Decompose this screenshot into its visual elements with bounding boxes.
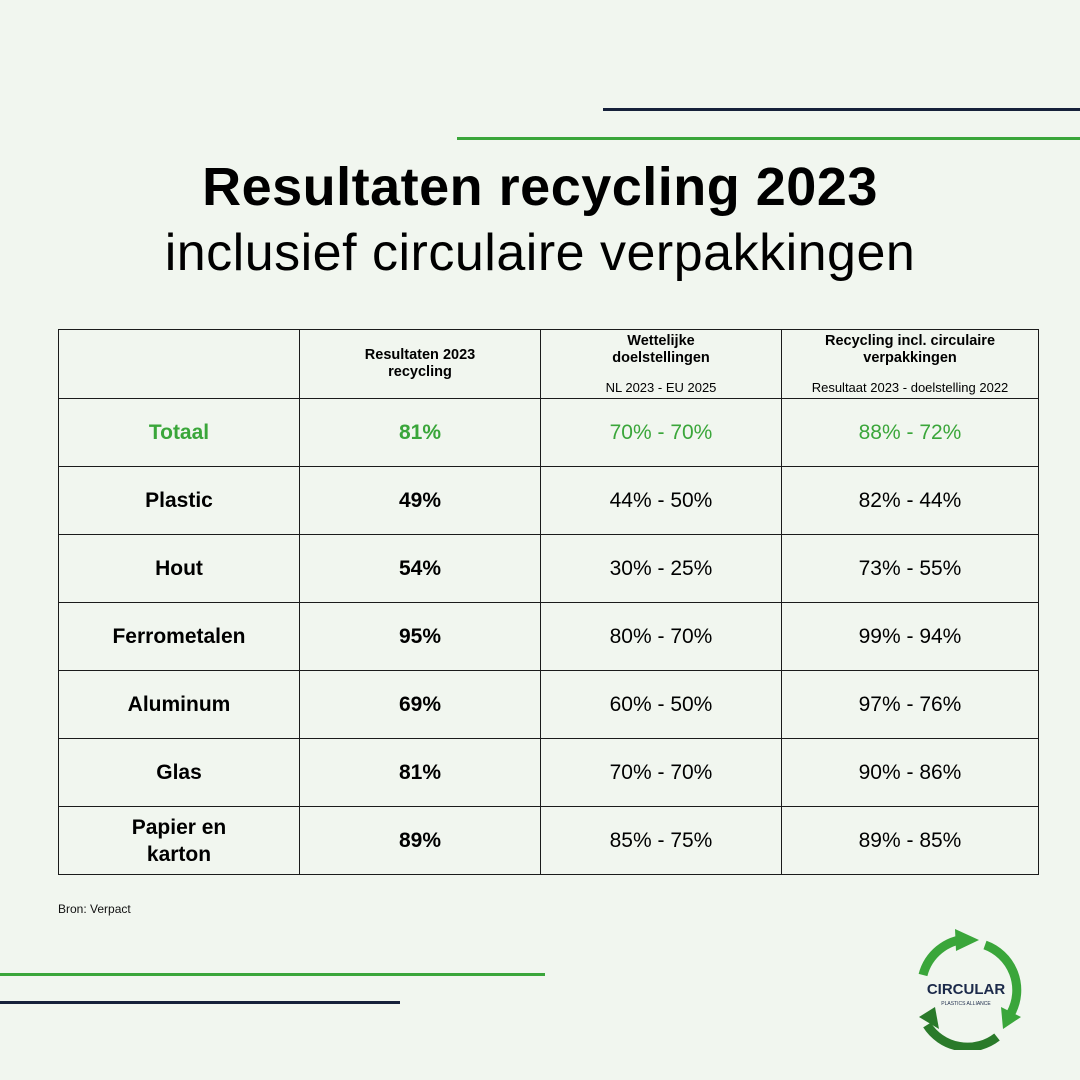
material-cell: Totaal [58,398,300,467]
circular-cell: 97% - 76% [781,670,1039,739]
results-table: Resultaten 2023 recycling Wettelijke doe… [58,329,1039,875]
table-row-glas: Glas 81% 70% - 70% 90% - 86% [58,738,1039,807]
decor-line-bottom-dark [0,1001,400,1004]
table-header-row: Resultaten 2023 recycling Wettelijke doe… [58,329,1039,399]
logo-wordmark: CIRCULAR [927,981,1005,998]
table-row-hout: Hout 54% 30% - 25% 73% - 55% [58,534,1039,603]
header-empty-cell [58,329,300,399]
target-cell: 85% - 75% [540,806,782,875]
circular-cell: 90% - 86% [781,738,1039,807]
decor-line-top-green [457,137,1080,140]
decor-line-top-dark [603,108,1080,111]
header-legal-targets-label: Wettelijke doelstellingen [612,332,710,366]
table-row-totaal: Totaal 81% 70% - 70% 88% - 72% [58,398,1039,467]
header-results-2023-label: Resultaten 2023 recycling [364,347,476,380]
header-circular-recycling-sub: Resultaat 2023 - doelstelling 2022 [811,379,1009,395]
result-cell: 81% [299,398,541,467]
material-cell: Glas [58,738,300,807]
header-results-2023: Resultaten 2023 recycling [299,329,541,399]
page-title: Resultaten recycling 2023 [202,157,878,217]
source-note: Bron: Verpact [58,902,131,916]
decor-line-bottom-green [0,973,545,976]
circular-cell: 88% - 72% [781,398,1039,467]
header-legal-targets-sub: NL 2023 - EU 2025 [605,379,717,395]
page-subtitle: inclusief circulaire verpakkingen [164,224,916,282]
table-row-plastic: Plastic 49% 44% - 50% 82% - 44% [58,466,1039,535]
table-row-aluminum: Aluminum 69% 60% - 50% 97% - 76% [58,670,1039,739]
result-cell: 49% [299,466,541,535]
material-label: Papier en karton [131,815,227,866]
target-cell: 44% - 50% [540,466,782,535]
target-cell: 70% - 70% [540,738,782,807]
header-circular-recycling: Recycling incl. circulaire verpakkingen … [781,329,1039,399]
recycle-arrows-icon: CIRCULAR PLASTICS ALLIANCE [918,929,1022,1052]
target-cell: 30% - 25% [540,534,782,603]
header-legal-targets: Wettelijke doelstellingen NL 2023 - EU 2… [540,329,782,399]
result-cell: 89% [299,806,541,875]
material-cell: Papier en karton [58,806,300,875]
result-cell: 69% [299,670,541,739]
logo-tagline: PLASTICS ALLIANCE [941,1001,991,1007]
table-row-papier-en-karton: Papier en karton 89% 85% - 75% 89% - 85% [58,806,1039,875]
circular-cell: 89% - 85% [781,806,1039,875]
result-cell: 95% [299,602,541,671]
circular-cell: 99% - 94% [781,602,1039,671]
table-row-ferrometalen: Ferrometalen 95% 80% - 70% 99% - 94% [58,602,1039,671]
circular-plastics-alliance-logo: CIRCULAR PLASTICS ALLIANCE [905,925,1030,1052]
result-cell: 54% [299,534,541,603]
material-cell: Plastic [58,466,300,535]
material-cell: Aluminum [58,670,300,739]
result-cell: 81% [299,738,541,807]
material-cell: Hout [58,534,300,603]
circular-cell: 82% - 44% [781,466,1039,535]
target-cell: 60% - 50% [540,670,782,739]
material-cell: Ferrometalen [58,602,300,671]
circular-cell: 73% - 55% [781,534,1039,603]
target-cell: 70% - 70% [540,398,782,467]
header-circular-recycling-label: Recycling incl. circulaire verpakkingen [824,332,996,366]
target-cell: 80% - 70% [540,602,782,671]
